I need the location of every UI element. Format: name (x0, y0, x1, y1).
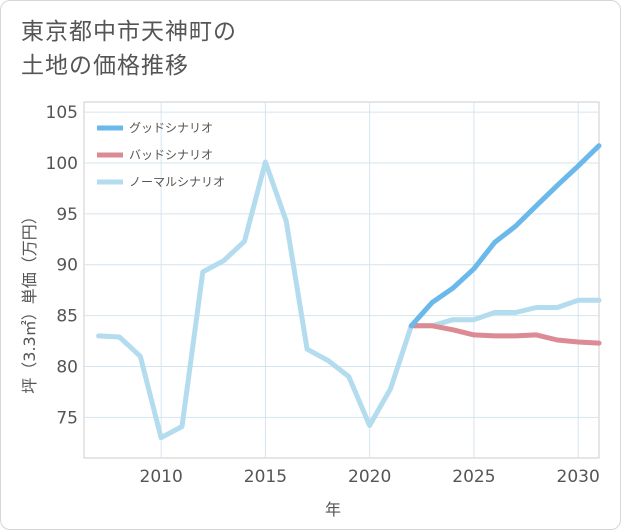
series-line-2 (96, 159, 602, 441)
x-tick-label: 2015 (244, 467, 287, 487)
y-tick-label: 105 (46, 103, 78, 123)
legend-label-0: グッドシナリオ (129, 121, 213, 135)
title-line-2: 土地の価格推移 (21, 53, 189, 79)
y-tick-label: 80 (56, 357, 78, 377)
x-tick-label: 2020 (348, 467, 391, 487)
x-tick-label: 2030 (557, 467, 600, 487)
y-tick-label: 100 (46, 154, 78, 174)
title-line-1: 東京都中市天神町の (21, 19, 237, 45)
legend-label-1: バッドシナリオ (129, 148, 213, 162)
y-tick-label: 75 (56, 408, 78, 428)
y-tick-label: 85 (56, 307, 78, 327)
chart-title: 東京都中市天神町の 土地の価格推移 (21, 15, 237, 83)
x-tick-labels: 2010 2015 2020 2025 2030 (140, 467, 600, 487)
series-line-1 (408, 323, 602, 346)
grid-lines (84, 102, 599, 458)
series-line-0 (408, 143, 602, 329)
legend-label-2: ノーマルシナリオ (129, 175, 225, 189)
y-tick-label: 95 (56, 205, 78, 225)
x-tick-label: 2025 (452, 467, 495, 487)
plot-area (83, 101, 600, 459)
x-axis-title: 年 (325, 500, 341, 519)
y-tick-labels: 75 80 85 90 95 100 105 (46, 103, 78, 428)
y-axis-title: 坪（3.3㎡）単価（万円） (20, 208, 39, 393)
y-tick-label: 90 (56, 256, 78, 276)
series-lines (96, 143, 602, 441)
x-tick-label: 2010 (140, 467, 183, 487)
